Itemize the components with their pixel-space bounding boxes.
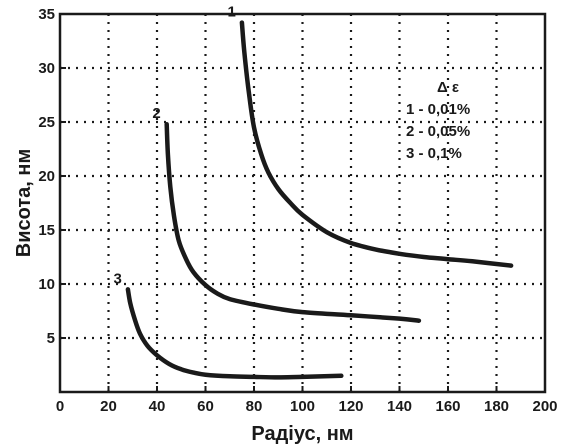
y-tick-label: 35 <box>38 6 55 23</box>
y-tick-label: 30 <box>38 60 55 77</box>
x-tick-label: 100 <box>290 398 315 415</box>
series-1-label: 1 <box>228 4 236 21</box>
x-tick-label: 160 <box>435 398 460 415</box>
x-axis-label: Радіус, нм <box>251 423 353 445</box>
legend-entry-1: 1 - 0,01% <box>406 101 470 118</box>
x-tick-label: 60 <box>197 398 214 415</box>
gridlines <box>60 14 545 392</box>
x-tick-label: 80 <box>246 398 263 415</box>
y-tick-label: 15 <box>38 222 55 239</box>
y-tick-label: 10 <box>38 276 55 293</box>
x-tick-label: 0 <box>56 398 64 415</box>
x-tick-label: 120 <box>338 398 363 415</box>
tick-labels: 0 20 40 60 80 100 120 140 160 180 200 5 10 15 20 25 30 35 <box>38 6 557 415</box>
y-axis-label: Висота, нм <box>13 149 35 258</box>
legend-entry-3: 3 - 0,1% <box>406 145 462 162</box>
y-tick-label: 25 <box>38 114 55 131</box>
series-2-line <box>164 121 422 323</box>
y-tick-label: 5 <box>47 330 55 347</box>
legend-title: Δ ε <box>437 79 459 96</box>
x-tick-label: 20 <box>100 398 117 415</box>
legend-entry-2: 2 - 0,05% <box>406 123 470 140</box>
curves <box>125 20 514 380</box>
series-3-line <box>125 287 344 380</box>
x-tick-label: 140 <box>387 398 412 415</box>
y-tick-label: 20 <box>38 168 55 185</box>
x-tick-label: 200 <box>532 398 557 415</box>
x-tick-label: 180 <box>484 398 509 415</box>
curve-labels: 1 2 3 <box>114 4 236 288</box>
series-1-line <box>239 20 514 268</box>
ticks <box>59 13 546 392</box>
series-3-label: 3 <box>114 270 122 287</box>
legend: Δ ε 1 - 0,01% 2 - 0,05% 3 - 0,1% <box>406 79 470 162</box>
x-tick-label: 40 <box>149 398 166 415</box>
series-2-label: 2 <box>152 105 160 122</box>
